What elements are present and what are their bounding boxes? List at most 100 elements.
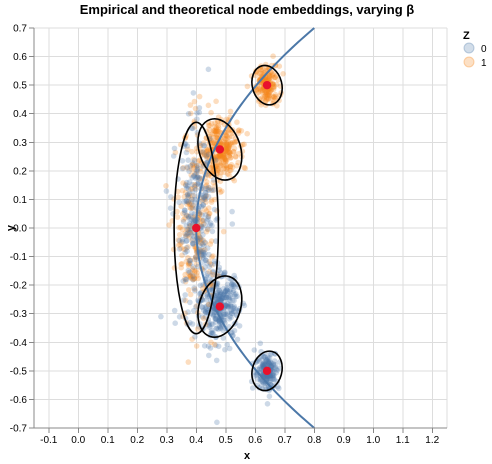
scatter-point-z1-1005 — [193, 254, 199, 261]
scatter-point-z0-1344 — [190, 273, 196, 279]
scatter-point-z0-747 — [213, 315, 219, 322]
scatter-point-z0-763 — [229, 283, 235, 290]
scatter-point-z1-135 — [255, 89, 262, 96]
y-tick-label: -0.6 — [10, 395, 28, 406]
scatter-point-z0-877 — [257, 365, 263, 371]
scatter-point-z1-279 — [232, 154, 239, 160]
scatter-point-z1-179 — [266, 89, 273, 95]
scatter-point-z1-1111 — [209, 254, 215, 260]
x-tick-label: 1.0 — [366, 435, 380, 446]
scatter-point-z1-1013 — [180, 217, 187, 223]
scatter-point-z0-1332 — [194, 174, 200, 181]
scatter-point-z0-715 — [233, 291, 239, 297]
scatter-point-z0-1393 — [191, 183, 198, 190]
scatter-point-z1-45 — [266, 73, 273, 79]
legend-title: Z — [463, 30, 470, 42]
scatter-point-z1-1104 — [174, 208, 180, 215]
scatter-point-z1-97 — [269, 73, 276, 79]
scatter-point-z0-1437 — [187, 221, 193, 227]
scatter-point-z0-759 — [216, 287, 222, 294]
scatter-point-z1-982 — [188, 110, 194, 117]
scatter-point-z1-254 — [215, 126, 221, 132]
y-tick-label: -0.7 — [10, 424, 28, 435]
scatter-point-z1-1124 — [187, 272, 194, 279]
scatter-point-z1-1134 — [178, 264, 184, 271]
scatter-point-z1-265 — [216, 154, 223, 160]
scatter-point-z1-292 — [227, 163, 234, 170]
scatter-point-z0-645 — [199, 314, 206, 320]
theoretical-point-2 — [192, 223, 201, 233]
scatter-point-z0-1356 — [202, 193, 209, 199]
scatter-point-z0-1336 — [202, 196, 209, 203]
scatter-point-z0-1289 — [180, 218, 187, 225]
scatter-point-z0-1306 — [197, 234, 203, 241]
scatter-point-z1-420 — [224, 133, 230, 140]
scatter-point-z1-294 — [211, 128, 218, 134]
scatter-point-z0-1223 — [196, 175, 203, 182]
scatter-point-z0-546 — [209, 329, 215, 336]
scatter-point-z0-954 — [266, 360, 273, 367]
scatter-point-z1-1203 — [196, 158, 202, 164]
scatter-point-z1-231 — [235, 159, 241, 166]
scatter-point-z1-147 — [272, 95, 279, 102]
scatter-point-z0-1308 — [196, 105, 203, 111]
scatter-point-z0-607 — [229, 310, 235, 317]
scatter-point-z1-394 — [216, 186, 223, 193]
scatter-point-z0-1394 — [190, 277, 196, 283]
scatter-point-z0-1327 — [201, 194, 207, 201]
scatter-point-z1-52 — [268, 87, 275, 93]
scatter-point-z0-1324 — [189, 240, 196, 246]
scatter-point-z0-1346 — [185, 214, 192, 220]
scatter-point-z0-610 — [222, 288, 229, 294]
scatter-point-z1-1149 — [178, 239, 185, 246]
scatter-point-z0-1341 — [185, 267, 192, 274]
scatter-point-z1-364 — [216, 155, 223, 162]
y-tick-12: 0.5 — [13, 81, 34, 92]
scatter-point-z0-1226 — [190, 125, 196, 132]
scatter-point-z0-1307 — [163, 188, 170, 194]
scatter-point-z0-863 — [269, 373, 276, 379]
scatter-point-z0-744 — [234, 293, 240, 300]
scatter-point-z1-1204 — [179, 261, 185, 267]
scatter-point-z0-1257 — [199, 304, 205, 310]
scatter-point-z0-1422 — [182, 276, 189, 283]
scatter-point-z0-616 — [222, 294, 229, 301]
scatter-point-z1-391 — [216, 153, 223, 159]
scatter-point-z1-1179 — [187, 272, 193, 279]
scatter-point-z1-293 — [214, 168, 221, 174]
scatter-point-z0-1413 — [181, 209, 188, 216]
scatter-point-z1-158 — [273, 93, 279, 100]
scatter-point-z1-308 — [220, 152, 227, 159]
scatter-point-z1-1135 — [189, 148, 195, 155]
scatter-point-z1-1168 — [199, 252, 205, 259]
scatter-point-z1-1123 — [184, 165, 191, 171]
scatter-point-z1-295 — [230, 148, 237, 155]
scatter-point-z1-461 — [219, 154, 226, 160]
scatter-point-z1-1166 — [203, 192, 210, 199]
x-tick-label: 0.7 — [278, 435, 292, 446]
x-tick-13: 1.2 — [425, 428, 440, 446]
scatter-point-z1-1073 — [194, 272, 200, 279]
scatter-point-z1-1197 — [192, 105, 199, 112]
scatter-point-z1-136 — [258, 88, 264, 94]
scatter-point-z0-641 — [211, 258, 218, 265]
scatter-point-z1-1217 — [189, 162, 195, 168]
scatter-point-z0-741 — [217, 297, 224, 303]
scatter-point-z1-1152 — [190, 165, 197, 171]
scatter-point-z0-1401 — [182, 207, 188, 214]
scatter-point-z0-1353 — [182, 292, 188, 298]
scatter-point-z1-1002 — [179, 226, 186, 233]
scatter-point-z0-1354 — [196, 180, 202, 186]
scatter-point-z0-712 — [221, 311, 227, 318]
scatter-point-z0-696 — [232, 284, 238, 290]
scatter-point-z0-600 — [207, 345, 214, 351]
scatter-point-z1-330 — [230, 139, 236, 146]
scatter-point-z1-1211 — [189, 265, 196, 272]
scatter-point-z1-1093 — [187, 223, 193, 229]
scatter-point-z0-1260 — [190, 160, 196, 166]
scatter-point-z1-1088 — [193, 261, 200, 268]
scatter-point-z0-717 — [212, 297, 219, 303]
scatter-point-z1-57 — [255, 98, 262, 105]
scatter-point-z1-126 — [263, 97, 269, 104]
scatter-point-z1-313 — [214, 162, 220, 169]
